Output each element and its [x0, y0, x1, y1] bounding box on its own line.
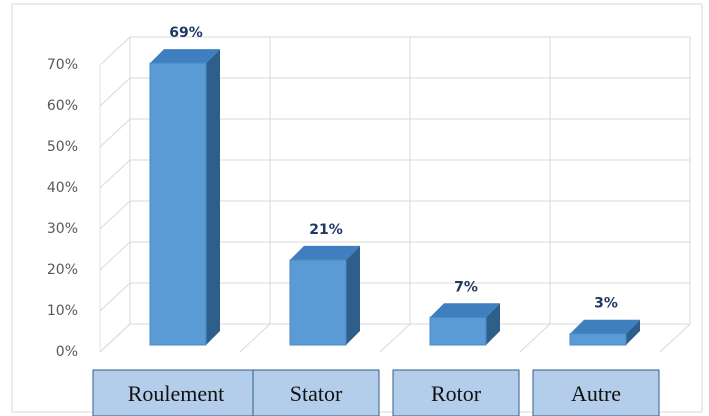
- grid-line: [99, 282, 690, 312]
- y-tick-label: 30%: [47, 221, 78, 237]
- value-label: 69%: [169, 25, 203, 41]
- category-box: [532, 369, 660, 416]
- grid-line: [99, 241, 690, 271]
- bar-side: [626, 319, 640, 345]
- bar-side: [486, 303, 500, 345]
- x-tick-label: Autre: [571, 381, 621, 406]
- y-tick-label: 20%: [47, 262, 78, 278]
- grid-line: [99, 200, 690, 230]
- grid-line: [99, 323, 690, 353]
- x-tick-label: Stator: [290, 381, 343, 406]
- bar: [289, 259, 347, 346]
- y-tick-label: 50%: [47, 139, 78, 155]
- bar-side: [346, 245, 360, 345]
- floor-line: [379, 323, 411, 353]
- bar-top: [570, 319, 640, 334]
- y-tick-label: 70%: [47, 57, 78, 73]
- category-box: [252, 369, 380, 416]
- grid-line: [99, 159, 690, 189]
- floor-line: [519, 323, 551, 353]
- bar: [569, 333, 627, 346]
- bar-top: [290, 245, 360, 260]
- y-tick-label: 10%: [47, 303, 78, 319]
- grid-line: [99, 77, 690, 107]
- y-tick-label: 40%: [47, 180, 78, 196]
- floor-line: [239, 323, 271, 353]
- y-tick-label: 0%: [56, 344, 78, 360]
- value-label: 3%: [594, 296, 618, 312]
- bar-top: [150, 49, 220, 64]
- value-label: 21%: [309, 222, 343, 238]
- y-tick-label: 60%: [47, 98, 78, 114]
- category-box: [92, 369, 260, 416]
- bar-top: [430, 303, 500, 318]
- floor-line: [659, 323, 691, 353]
- grid-line: [99, 36, 690, 66]
- bar-side: [206, 49, 220, 345]
- value-label: 7%: [454, 279, 478, 295]
- bar: [429, 316, 487, 346]
- chart-frame: [11, 3, 703, 413]
- grid-line: [99, 118, 690, 148]
- category-box: [392, 369, 520, 416]
- x-tick-label: Rotor: [431, 381, 482, 406]
- x-tick-label: Roulement: [128, 381, 225, 406]
- bar: [149, 62, 207, 346]
